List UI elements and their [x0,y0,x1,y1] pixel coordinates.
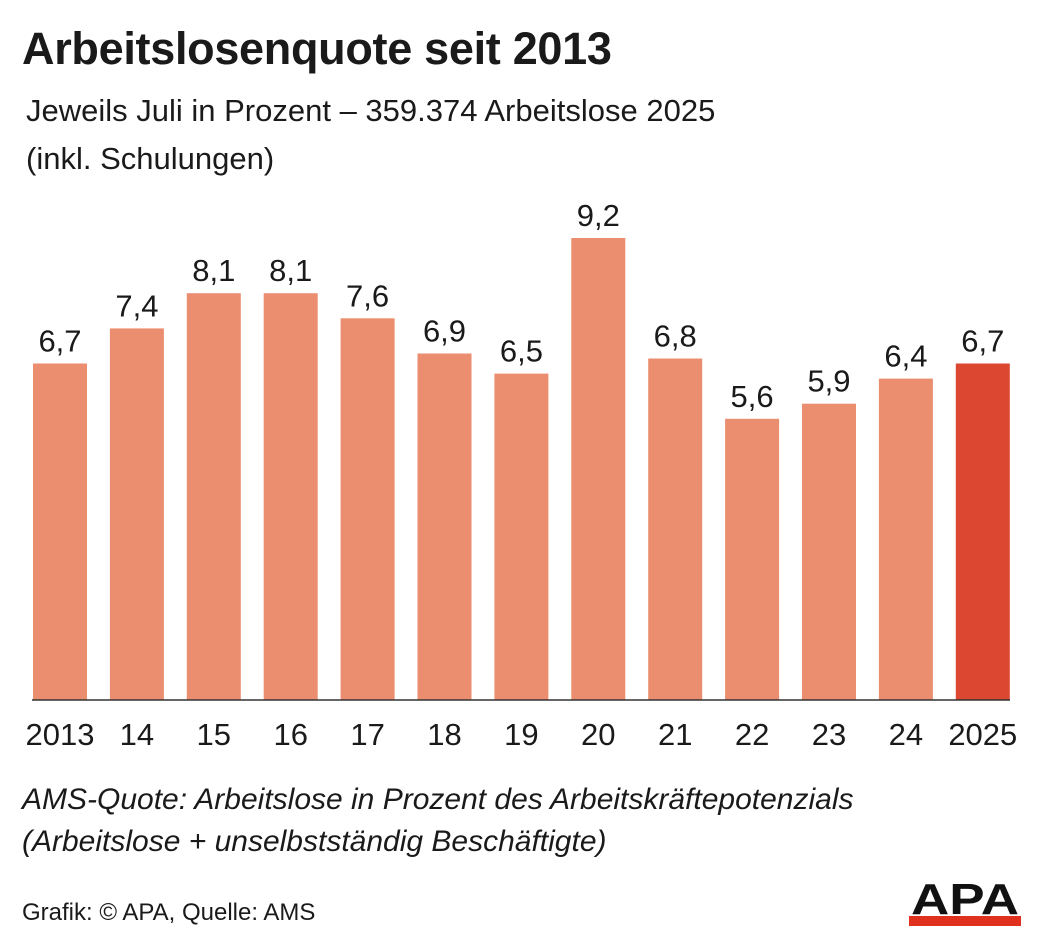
bar-2013 [33,363,87,700]
category-label-22: 22 [735,717,769,750]
bar-24 [878,378,933,700]
value-label-18: 6,9 [423,314,466,349]
bar-21 [648,358,703,700]
value-label-15: 8,1 [192,253,235,288]
bar-17 [340,318,395,700]
bars-layer [33,238,1010,700]
subtitle-line-2: (inkl. Schulungen) [26,141,275,176]
footnote-line-1: AMS-Quote: Arbeitslose in Prozent des Ar… [22,783,854,816]
category-label-21: 21 [658,717,692,750]
category-label-19: 19 [504,717,538,750]
chart-subtitle: Jeweils Juli in Prozent – 359.374 Arbeit… [26,87,986,183]
bar-2025 [955,363,1010,700]
apa-logo-red-bar [909,916,1021,926]
bar-19 [494,373,549,700]
bar-14 [109,328,164,700]
value-label-19: 6,5 [500,334,543,369]
bar-chart: 6,7 7,4 8,1 8,1 7,6 6,9 6,5 9,2 6,8 5,6 5,9 6,4 6,7 … [26,198,1018,750]
category-label-2025: 2025 [948,717,1017,750]
bar-16 [263,293,318,700]
value-label-20: 9,2 [577,198,620,233]
category-label-20: 20 [581,717,615,750]
subtitle-line-1: Jeweils Juli in Prozent – 359.374 Arbeit… [26,93,716,128]
value-label-17: 7,6 [346,278,389,313]
category-label-16: 16 [273,717,307,750]
bar-23 [802,403,856,700]
footnote-line-2: (Arbeitslose + unselbstständig Beschäfti… [22,825,607,858]
bar-22 [725,418,780,700]
category-label-23: 23 [812,717,846,750]
value-label-24: 6,4 [884,339,927,374]
category-label-14: 14 [120,717,154,750]
category-label-24: 24 [889,717,923,750]
category-labels-layer: 2013 14 15 16 17 18 19 20 21 22 23 24 2025 [26,717,1018,750]
category-label-2013: 2013 [26,717,95,750]
chart-title: Arbeitslosenquote seit 2013 [22,23,612,74]
bar-15 [186,293,241,700]
category-label-17: 17 [350,717,384,750]
bar-18 [417,353,472,700]
footnote: AMS-Quote: Arbeitslose in Prozent des Ar… [22,779,1022,863]
value-label-2025: 6,7 [961,324,1004,359]
value-label-21: 6,8 [654,319,697,354]
bar-20 [571,238,626,700]
category-label-15: 15 [197,717,231,750]
apa-logo: APA [909,878,1021,926]
value-label-22: 5,6 [731,379,774,414]
value-label-16: 8,1 [269,253,312,288]
value-label-23: 5,9 [807,364,850,399]
source-credit: Grafik: © APA, Quelle: AMS [22,899,316,926]
category-label-18: 18 [427,717,461,750]
value-label-14: 7,4 [115,288,158,323]
value-labels-layer: 6,7 7,4 8,1 8,1 7,6 6,9 6,5 9,2 6,8 5,6 5,9 6,4 6,7 [38,198,1004,414]
value-label-2013: 6,7 [38,324,81,359]
